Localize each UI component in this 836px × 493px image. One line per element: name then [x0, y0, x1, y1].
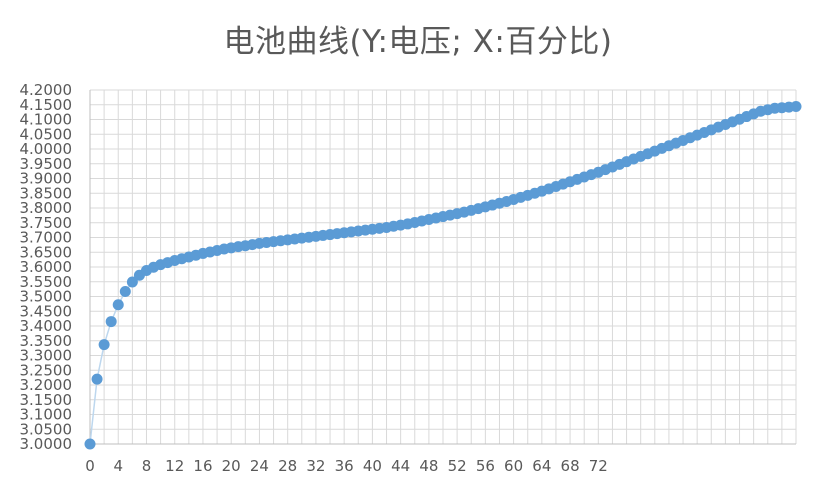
y-tick-label: 3.3000 — [20, 347, 73, 365]
y-tick-label: 4.1500 — [20, 96, 73, 114]
series-layer — [84, 101, 802, 450]
y-tick-label: 3.5500 — [20, 273, 73, 291]
x-tick-label: 4 — [113, 457, 123, 475]
y-tick-label: 3.8500 — [20, 184, 73, 202]
x-tick-label: 8 — [142, 457, 152, 475]
chart-title: 电池曲线(Y:电压; X:百分比) — [223, 24, 613, 60]
y-tick-label: 3.4000 — [20, 317, 73, 335]
y-tick-label: 3.8000 — [20, 199, 73, 217]
y-tick-label: 3.0500 — [20, 420, 73, 438]
y-tick-label: 3.2500 — [20, 361, 73, 379]
x-tick-label: 60 — [504, 457, 523, 475]
data-point — [98, 339, 110, 351]
x-tick-label: 64 — [532, 457, 551, 475]
y-tick-label: 3.0000 — [20, 435, 73, 453]
y-tick-label: 4.1000 — [20, 111, 73, 129]
y-tick-label: 3.1000 — [20, 406, 73, 424]
y-tick-label: 4.2000 — [20, 81, 73, 99]
x-tick-label: 20 — [222, 457, 241, 475]
data-point — [91, 373, 103, 385]
y-tick-label: 3.7500 — [20, 214, 73, 232]
x-tick-label: 40 — [363, 457, 382, 475]
data-point — [105, 316, 117, 328]
tick-label-layer: 3.00003.05003.10003.15003.20003.25003.30… — [20, 81, 608, 475]
x-tick-label: 16 — [193, 457, 212, 475]
axis-layer — [89, 90, 796, 445]
y-tick-label: 3.4500 — [20, 302, 73, 320]
y-tick-label: 4.0500 — [20, 125, 73, 143]
y-tick-label: 4.0000 — [20, 140, 73, 158]
x-tick-label: 32 — [306, 457, 325, 475]
y-tick-label: 3.9500 — [20, 155, 73, 173]
x-tick-label: 44 — [391, 457, 410, 475]
y-tick-label: 3.1500 — [20, 391, 73, 409]
data-point — [126, 276, 138, 288]
y-tick-label: 3.7000 — [20, 229, 73, 247]
y-tick-label: 3.3500 — [20, 332, 73, 350]
data-point — [790, 101, 802, 113]
x-tick-label: 56 — [476, 457, 495, 475]
x-tick-label: 12 — [165, 457, 184, 475]
x-tick-label: 24 — [250, 457, 269, 475]
x-tick-label: 52 — [448, 457, 467, 475]
grid-layer — [90, 89, 797, 444]
x-tick-label: 28 — [278, 457, 297, 475]
y-tick-label: 3.6000 — [20, 258, 73, 276]
x-tick-label: 36 — [335, 457, 354, 475]
x-tick-label: 0 — [85, 457, 95, 475]
y-tick-label: 3.6500 — [20, 243, 73, 261]
y-tick-label: 3.2000 — [20, 376, 73, 394]
data-point — [84, 438, 96, 450]
x-tick-label: 68 — [561, 457, 580, 475]
y-tick-label: 3.5000 — [20, 288, 73, 306]
y-tick-label: 3.9000 — [20, 170, 73, 188]
x-tick-label: 48 — [419, 457, 438, 475]
data-point — [112, 299, 124, 311]
x-tick-label: 72 — [589, 457, 608, 475]
data-point — [119, 285, 131, 297]
